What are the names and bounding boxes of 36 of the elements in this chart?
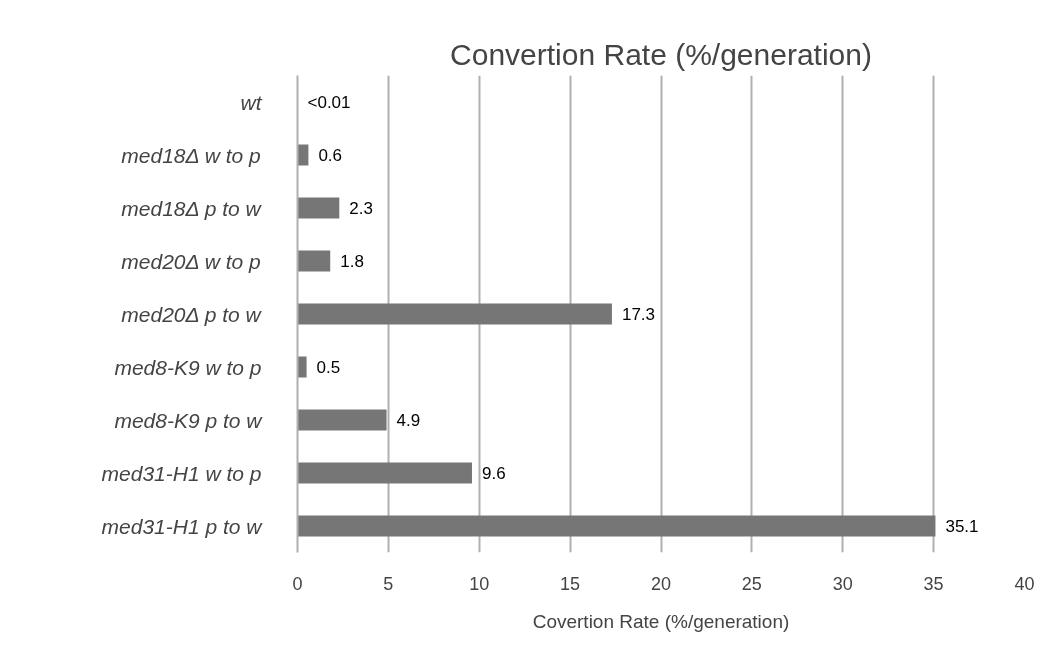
x-tick-label: 15 [560,573,581,594]
x-tick-label: 10 [469,573,490,594]
data-label: 1.8 [340,252,364,271]
bar [297,197,340,219]
data-label: 35.1 [945,517,979,536]
chart-title: Convertion Rate (%/generation) [450,37,872,71]
data-label: 17.3 [621,305,656,324]
y-tick-label: med18Δ w to p [121,143,261,167]
bar [297,250,331,272]
y-tick-label: med31-H1 w to p [101,461,262,485]
bar [297,515,936,537]
x-tick-label: 25 [741,573,762,594]
y-tick-label: med18Δ p to w [121,196,263,220]
data-label: 4.9 [396,411,421,430]
bar [297,409,387,431]
bar [297,462,472,484]
data-label: 0.6 [318,146,343,165]
bar [297,356,307,378]
bar [297,303,612,325]
y-tick-label: med20Δ w to p [121,249,261,273]
y-tick-label: wt [240,90,263,114]
y-tick-label: med8-K9 w to p [114,355,262,379]
y-tick-label: med31-H1 p to w [101,514,264,538]
x-tick-label: 20 [650,573,672,594]
data-label: <0.01 [307,92,351,112]
x-tick-label: 35 [923,573,944,594]
x-tick-label: 30 [832,573,853,594]
x-tick-label: 40 [1014,573,1035,594]
y-tick-label: med8-K9 p to w [114,408,264,432]
x-axis-title: Covertion Rate (%/generation) [532,610,790,632]
data-label: 9.6 [481,464,506,483]
data-label: 0.5 [316,358,341,377]
x-tick-label: 0 [292,573,303,594]
y-tick-label: med20Δ p to w [121,302,263,326]
data-label: 2.3 [349,199,373,218]
x-tick-label: 5 [383,573,394,594]
